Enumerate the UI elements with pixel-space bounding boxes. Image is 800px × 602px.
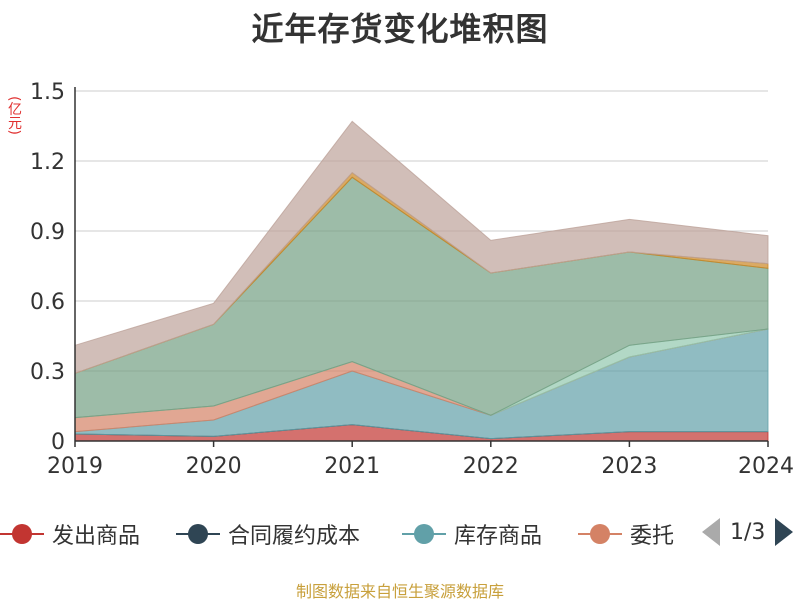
chart-title: 近年存货变化堆积图 [251, 10, 549, 48]
y-tick-label-1: 0.3 [30, 360, 65, 385]
legend-marker-2 [402, 522, 446, 546]
x-tick-label-2: 2021 [324, 454, 380, 479]
y-tick-label-0: 0 [51, 430, 65, 455]
stacked-area-chart: 0 0.3 0.6 0.9 1.2 1.5 2019 2020 2021 2022 2023 2024 [30, 80, 794, 479]
legend-prev-page-icon[interactable] [702, 518, 720, 546]
legend-item-0[interactable]: 发出商品 [0, 516, 140, 552]
legend-item-3[interactable]: 委托 [578, 516, 684, 552]
legend: 发出商品 合同履约成本 库存商品 委托 [0, 516, 800, 556]
x-tick-label-3: 2022 [463, 454, 519, 479]
series-area-7 [74, 120, 769, 375]
y-tick-label-2: 0.6 [30, 290, 65, 315]
source-note: 制图数据来自恒生聚源数据库 [295, 582, 504, 601]
y-tick-label-5: 1.5 [30, 80, 65, 105]
y-tick-label-4: 1.2 [30, 150, 65, 175]
legend-marker-3 [578, 522, 622, 546]
axes: 0 0.3 0.6 0.9 1.2 1.5 2019 2020 2021 2022 2023 2024 [30, 80, 794, 479]
legend-page-indicator: 1/3 [730, 519, 766, 545]
legend-item-2[interactable]: 库存商品 [402, 516, 542, 552]
legend-label-3: 委托 [630, 524, 675, 549]
y-axis-unit-label: (亿元) [6, 96, 22, 135]
y-tick-label-3: 0.9 [30, 220, 65, 245]
legend-marker-0 [0, 522, 44, 546]
x-tick-label-0: 2019 [47, 454, 103, 479]
series-areas [74, 120, 769, 442]
legend-pager: 1/3 [702, 518, 794, 546]
legend-next-page-icon[interactable] [775, 518, 794, 546]
x-tick-label-4: 2023 [601, 454, 657, 479]
legend-item-1[interactable]: 合同履约成本 [176, 516, 360, 552]
x-tick-label-1: 2020 [186, 454, 242, 479]
x-tick-label-5: 2024 [738, 454, 794, 479]
legend-marker-1 [176, 522, 220, 546]
legend-label-0: 发出商品 [52, 524, 141, 549]
legend-label-2: 库存商品 [454, 524, 543, 549]
legend-label-1: 合同履约成本 [228, 524, 361, 549]
